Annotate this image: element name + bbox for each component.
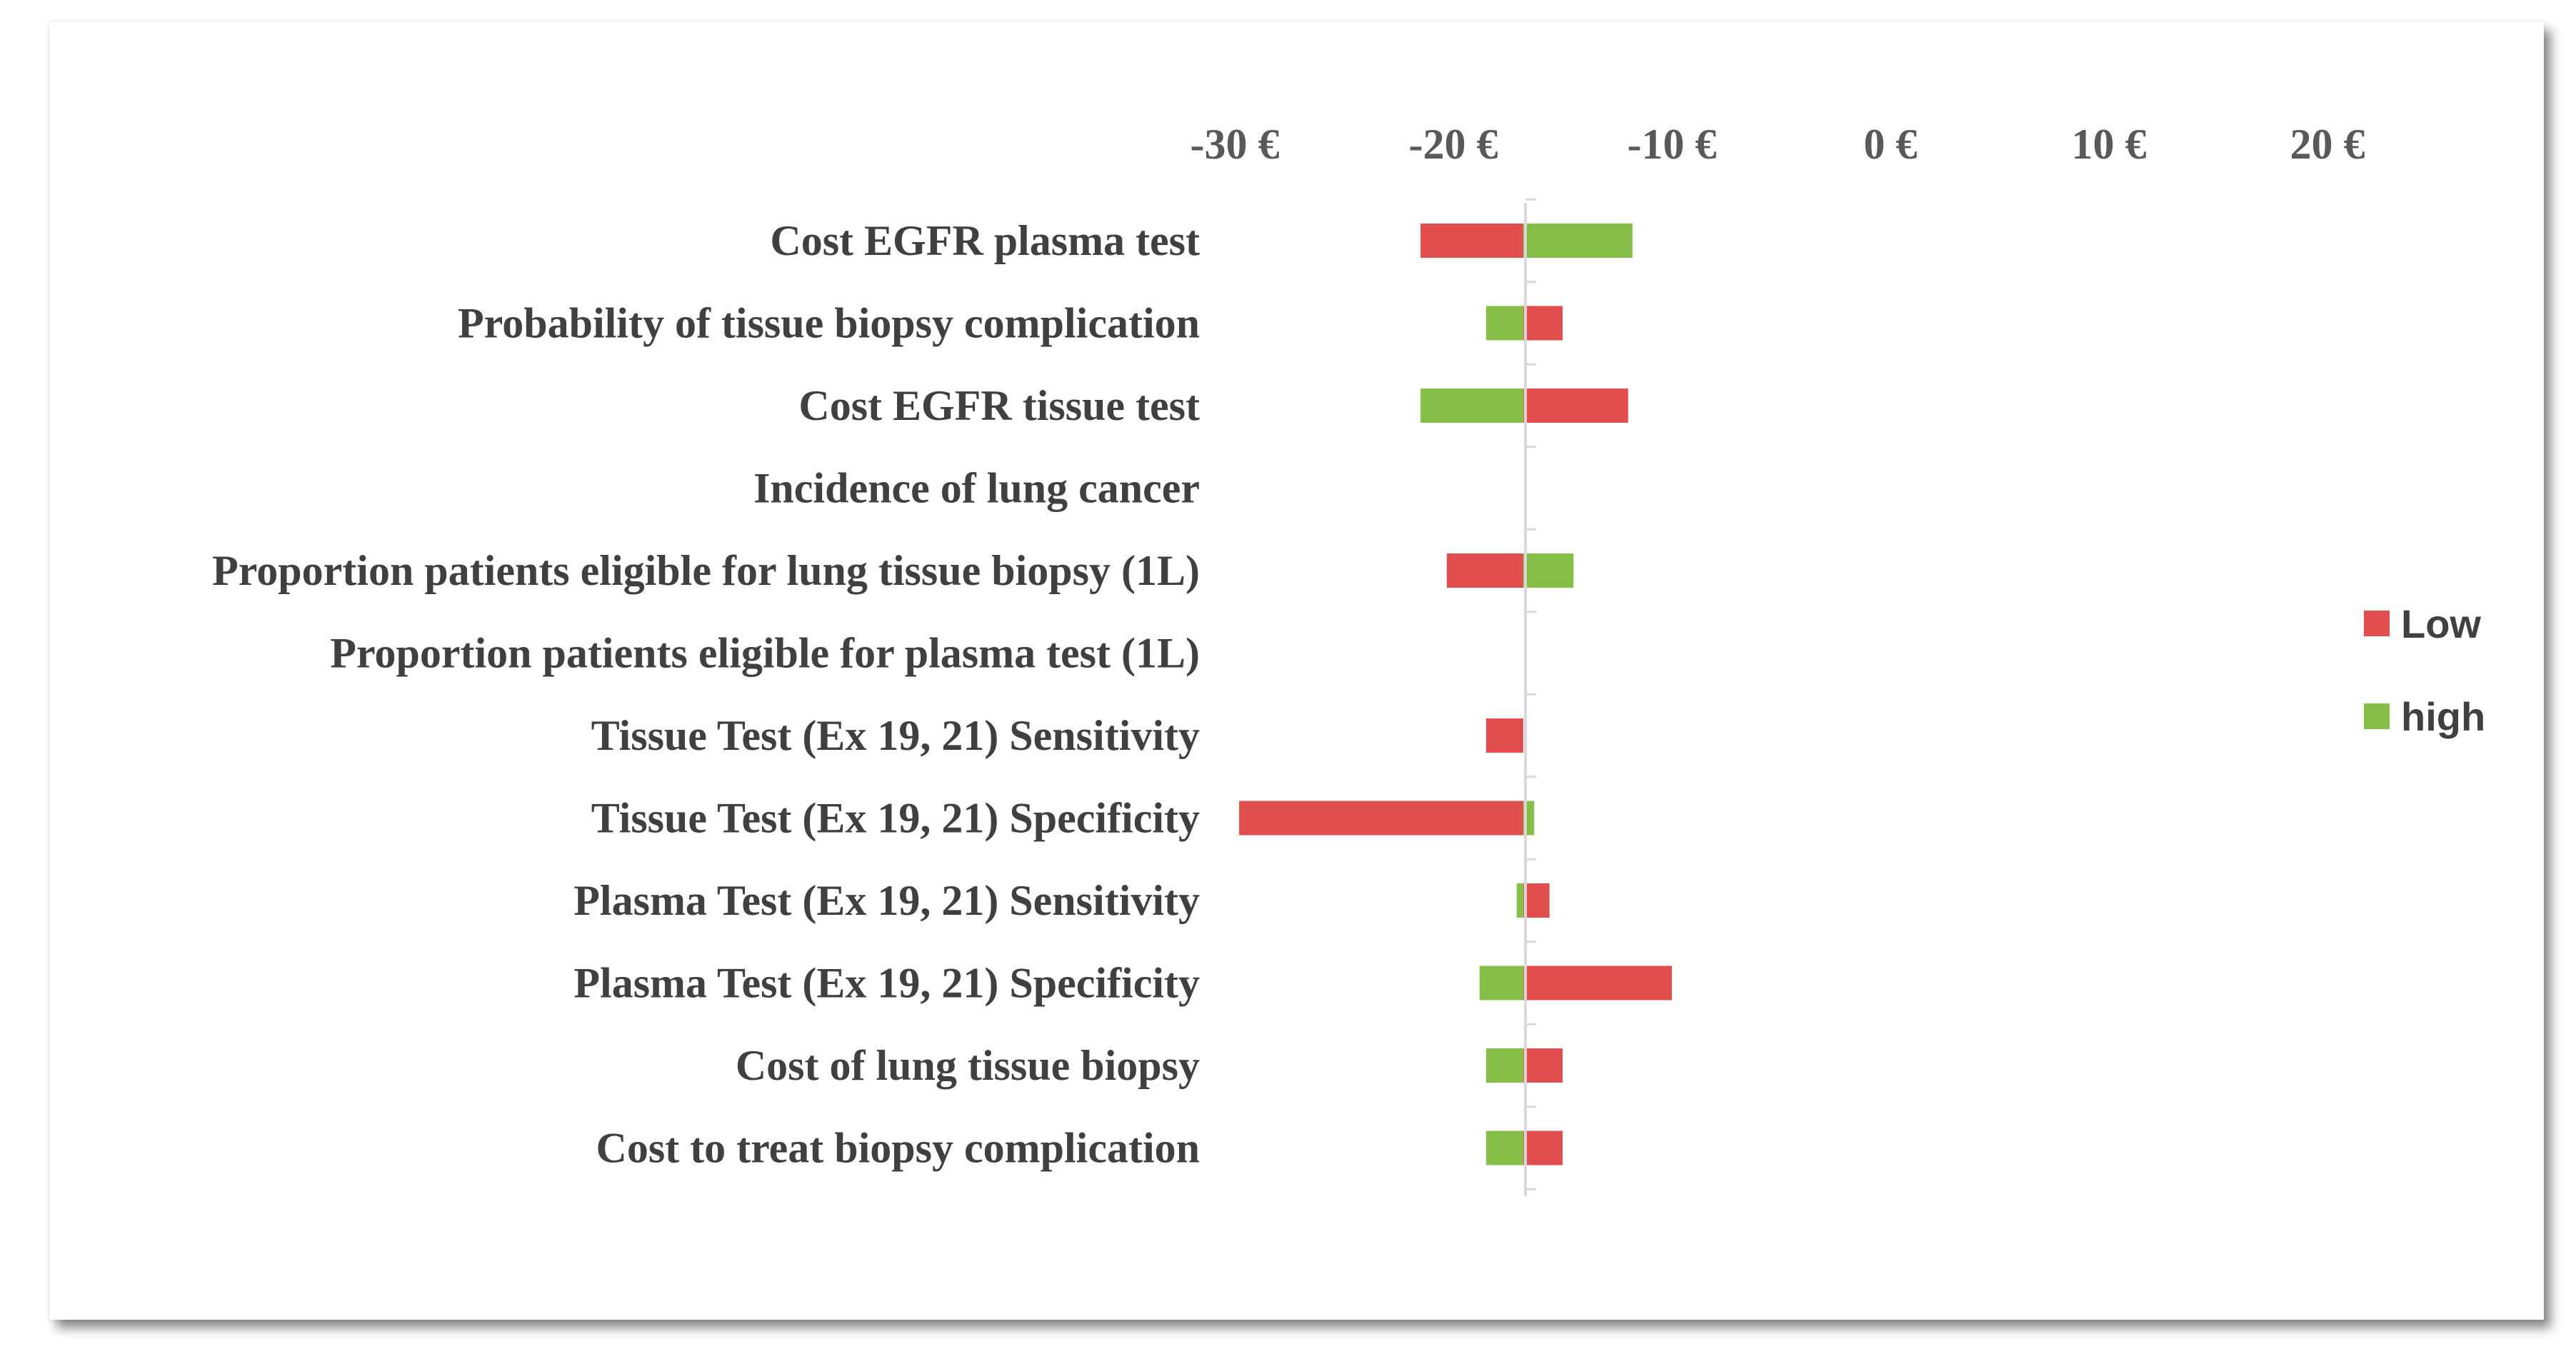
category-label: Tissue Test (Ex 19, 21) Sensitivity [591,712,1200,759]
x-tick-label: 20 € [2290,121,2365,168]
bar-low-0 [1420,224,1523,258]
bar-low-9 [1523,966,1672,1001]
bar-low-10 [1523,1048,1563,1083]
chart-frame [49,21,2544,1320]
legend-swatch-low [2364,611,2390,636]
bar-high-0 [1523,224,1633,258]
category-label: Cost of lung tissue biopsy [736,1042,1200,1089]
x-tick-label: 0 € [1864,121,1918,168]
bar-low-1 [1523,306,1563,341]
category-label: Plasma Test (Ex 19, 21) Sensitivity [573,877,1200,924]
bar-high-1 [1485,306,1523,341]
x-tick-label: -30 € [1191,121,1280,168]
legend-swatch-high [2364,703,2390,729]
category-label: Proportion patients eligible for plasma … [330,630,1200,677]
category-label: Probability of tissue biopsy complicatio… [458,300,1200,347]
bar-high-2 [1420,388,1523,423]
category-label: Cost EGFR plasma test [770,217,1200,264]
legend-label-high: high [2401,694,2485,739]
x-tick-label: -10 € [1628,121,1717,168]
category-label: Cost to treat biopsy complication [596,1125,1200,1172]
bar-low-8 [1523,883,1550,918]
category-label: Incidence of lung cancer [753,465,1200,512]
bar-high-8 [1516,883,1523,918]
legend: Low high [2364,601,2485,739]
bar-high-11 [1485,1130,1523,1165]
legend-label-low: Low [2401,601,2481,646]
bar-low-7 [1239,801,1523,836]
category-label: Cost EGFR tissue test [798,382,1200,429]
bar-high-4 [1523,553,1574,588]
category-labels: Cost EGFR plasma test Probability of tiss… [212,217,1200,1172]
base-axis [1523,198,1536,1197]
bar-low-6 [1485,718,1523,753]
x-tick-label: 10 € [2072,121,2147,168]
category-label: Tissue Test (Ex 19, 21) Specificity [591,795,1200,842]
category-label: Plasma Test (Ex 19, 21) Specificity [573,960,1200,1007]
bar-low-4 [1446,553,1523,588]
bar-high-9 [1479,966,1523,1001]
bars [1239,224,1672,1165]
bar-low-11 [1523,1130,1563,1165]
bar-high-10 [1485,1048,1523,1083]
x-tick-label: -20 € [1409,121,1498,168]
bar-low-2 [1523,388,1628,423]
x-axis-ticks: -30 € -20 € -10 € 0 € 10 € 20 € [1191,121,2365,168]
category-label: Proportion patients eligible for lung ti… [212,547,1200,594]
